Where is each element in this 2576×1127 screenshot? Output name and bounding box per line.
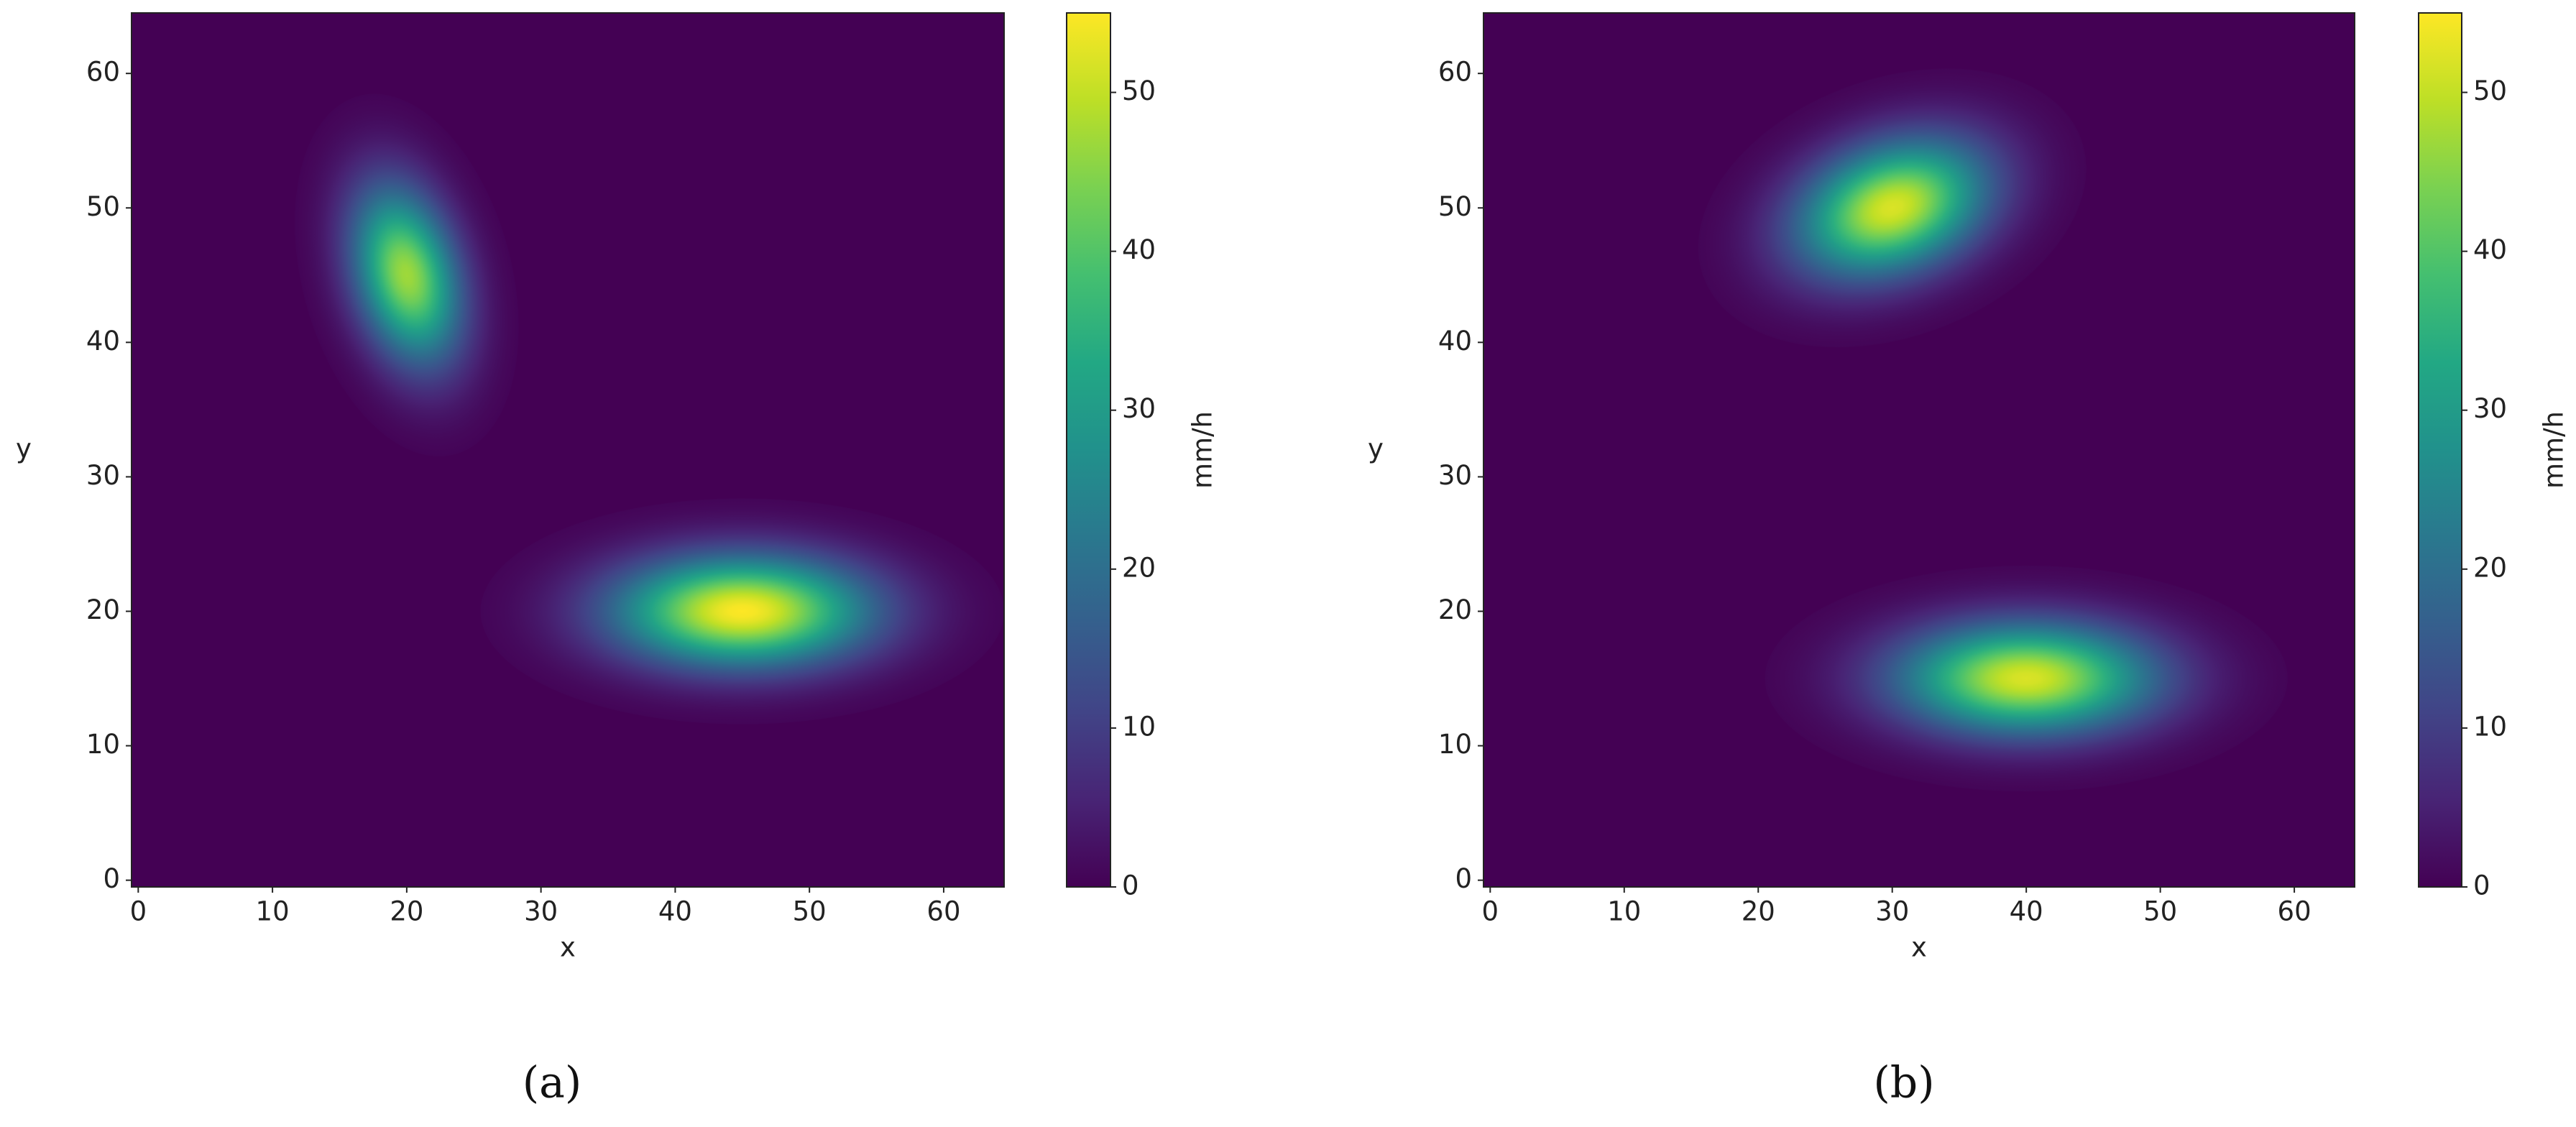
x-tick-label: 0 [130, 896, 147, 927]
axes-frame [1483, 12, 2355, 888]
rain-cell [1765, 565, 2288, 792]
colorbar-tick-label: 40 [2473, 234, 2507, 265]
panel-caption: (b) [1873, 1058, 1934, 1108]
colorbar [1066, 12, 1111, 888]
y-tick-label: 60 [86, 57, 120, 88]
y-tick-label: 60 [1438, 57, 1472, 88]
x-tick-label: 0 [1482, 896, 1499, 927]
x-tick-label: 50 [793, 896, 827, 927]
y-tick-label: 30 [86, 460, 120, 491]
x-tick-label: 40 [658, 896, 692, 927]
x-tick-label: 10 [256, 896, 290, 927]
x-tick-label: 50 [2143, 896, 2177, 927]
x-tick-label: 10 [1607, 896, 1641, 927]
colorbar-tick-label: 10 [1122, 711, 1156, 742]
y-tick-label: 0 [103, 863, 120, 894]
x-axis-label: x [1911, 932, 1927, 963]
colorbar-tick-label: 20 [2473, 552, 2507, 583]
y-tick-label: 0 [1455, 863, 1472, 894]
x-tick-label: 60 [2278, 896, 2312, 927]
x-tick-label: 20 [390, 896, 423, 927]
colorbar-label: mm/h [2539, 411, 2570, 489]
x-tick-label: 40 [2010, 896, 2043, 927]
y-axis-label: y [1368, 433, 1384, 464]
colorbar [2418, 12, 2462, 888]
colorbar-tick-label: 20 [1122, 552, 1156, 583]
colorbar-tick-label: 30 [2473, 393, 2507, 424]
y-tick-label: 30 [1438, 460, 1472, 491]
y-tick-label: 50 [86, 191, 120, 222]
colorbar-tick-label: 0 [1122, 870, 1139, 901]
y-tick-label: 20 [86, 594, 120, 625]
x-tick-label: 30 [1875, 896, 1909, 927]
colorbar-tick-label: 40 [1122, 234, 1156, 265]
x-tick-label: 60 [926, 896, 960, 927]
y-tick-label: 20 [1438, 594, 1472, 625]
colorbar-tick-label: 0 [2473, 870, 2490, 901]
y-tick-label: 10 [1438, 729, 1472, 760]
x-axis-label: x [560, 932, 576, 963]
x-tick-label: 20 [1742, 896, 1775, 927]
y-tick-label: 10 [86, 729, 120, 760]
colorbar-tick-label: 30 [1122, 393, 1156, 424]
y-tick-label: 50 [1438, 191, 1472, 222]
panel-caption: (a) [523, 1058, 582, 1108]
colorbar-tick-label: 10 [2473, 711, 2507, 742]
colorbar-tick-label: 50 [1122, 75, 1156, 106]
x-tick-label: 30 [524, 896, 558, 927]
rain-cell [295, 93, 519, 457]
rain-cell [1698, 68, 2087, 348]
y-tick-label: 40 [86, 326, 120, 356]
colorbar-label: mm/h [1187, 411, 1218, 489]
heatmap-background [132, 13, 1004, 887]
axes-frame [131, 12, 1005, 888]
y-axis-label: y [16, 433, 32, 464]
y-tick-label: 40 [1438, 326, 1472, 356]
rain-cell [480, 498, 1004, 724]
colorbar-tick-label: 50 [2473, 75, 2507, 106]
